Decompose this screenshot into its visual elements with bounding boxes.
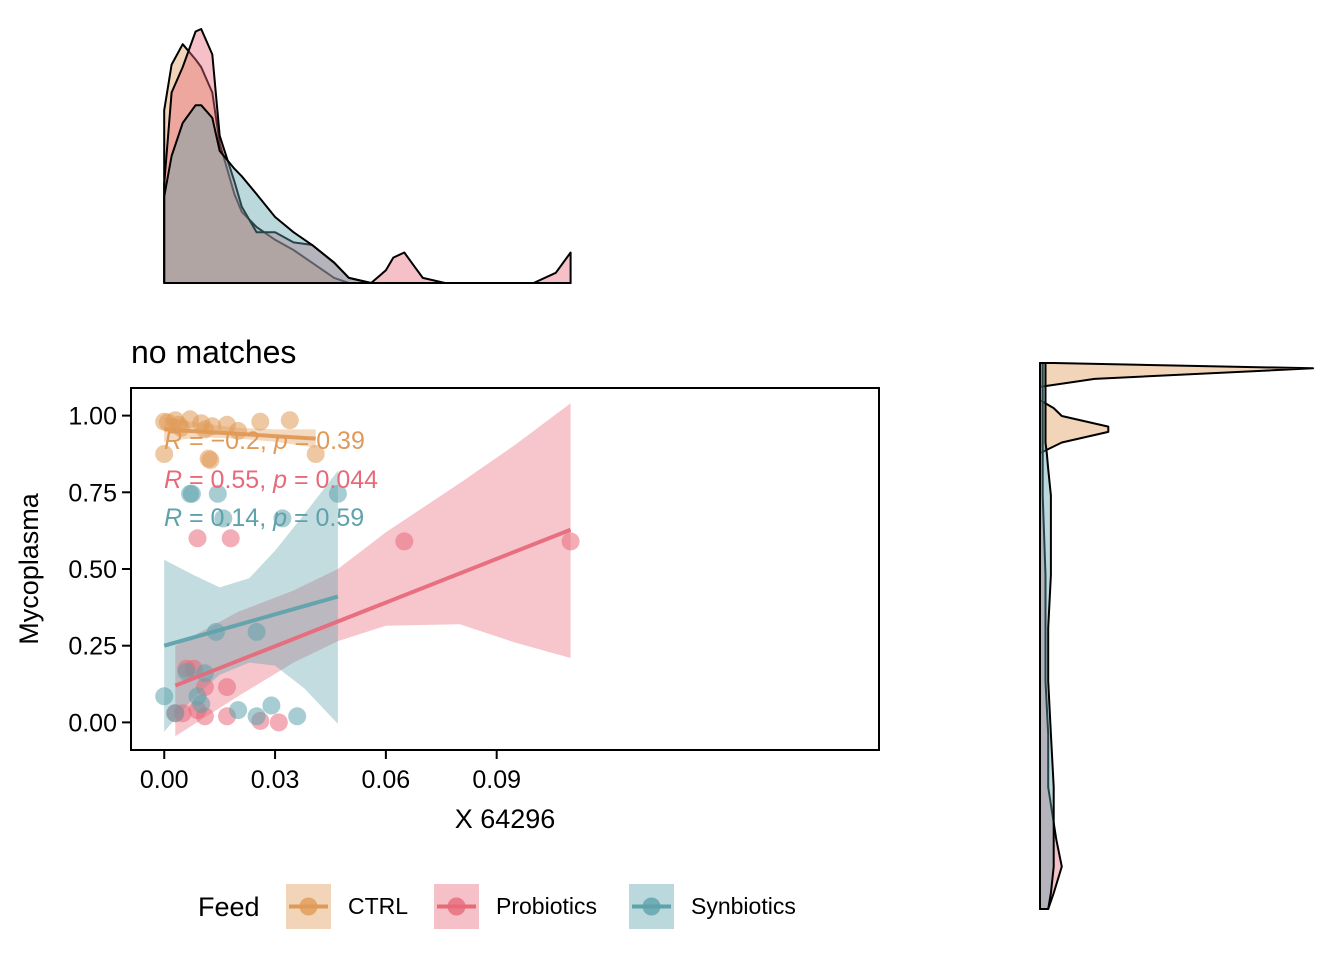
point-synbiotics-12 bbox=[192, 695, 211, 713]
point-synbiotics-13 bbox=[229, 701, 248, 720]
stat-label-probiotics: R = 0.55, p = 0.044 bbox=[164, 466, 378, 494]
y-axis-label: Mycoplasma bbox=[14, 492, 44, 645]
point-synbiotics-10 bbox=[155, 687, 174, 706]
point-ctrl-13 bbox=[306, 445, 325, 463]
y-density-synbiotics bbox=[1039, 362, 1055, 910]
point-ctrl-16 bbox=[201, 451, 220, 470]
y-tick-label-2: 0.50 bbox=[68, 556, 117, 584]
y-tick-label-3: 0.75 bbox=[68, 479, 117, 507]
x-tick-label-1: 0.03 bbox=[251, 766, 300, 794]
y-axis: 0.00 0.25 0.50 0.75 1.00 bbox=[68, 403, 131, 737]
point-ctrl-11 bbox=[251, 412, 270, 431]
point-probiotics-3 bbox=[561, 532, 580, 551]
point-synbiotics-4 bbox=[214, 509, 233, 528]
x-tick-label-2: 0.06 bbox=[362, 766, 411, 794]
x-axis: 0.00 0.03 0.06 0.09 bbox=[140, 750, 521, 794]
stat-label-synbiotics: R = 0.14, p = 0.59 bbox=[164, 504, 364, 532]
point-synbiotics-3 bbox=[328, 484, 347, 503]
main-plot: R = −0.2, p = 0.39 R = 0.55, p = 0.044 R =… bbox=[68, 387, 880, 794]
chart-title: no matches bbox=[131, 334, 296, 370]
point-probiotics-2 bbox=[395, 532, 414, 551]
legend-label-synbiotics: Synbiotics bbox=[691, 893, 796, 919]
legend-title: Feed bbox=[198, 892, 260, 922]
point-synbiotics-15 bbox=[247, 707, 266, 726]
x-axis-label: X 64296 bbox=[455, 804, 556, 834]
x-tick-label-3: 0.09 bbox=[472, 766, 521, 794]
correlation-labels: R = −0.2, p = 0.39 R = 0.55, p = 0.044 R =… bbox=[164, 427, 378, 532]
point-synbiotics-2 bbox=[208, 484, 227, 503]
y-density-ctrl bbox=[1039, 362, 1314, 910]
legend-key-point-synbiotics bbox=[642, 897, 661, 916]
fit-line-ctrl bbox=[164, 427, 316, 441]
legend-key-point-ctrl bbox=[299, 897, 318, 916]
legend: Feed CTRL Probiotics Synbiotics bbox=[198, 884, 796, 929]
point-synbiotics-14 bbox=[262, 696, 281, 715]
point-synbiotics-16 bbox=[288, 707, 307, 726]
top-density-panel bbox=[163, 28, 572, 284]
point-ctrl-14 bbox=[155, 445, 174, 463]
point-probiotics-0 bbox=[188, 529, 207, 548]
y-tick-label-1: 0.25 bbox=[68, 633, 117, 661]
stat-label-ctrl: R = −0.2, p = 0.39 bbox=[164, 427, 365, 455]
confidence-band-probiotics bbox=[175, 403, 571, 737]
point-probiotics-6 bbox=[218, 678, 236, 697]
x-density-synbiotics bbox=[163, 104, 572, 284]
right-density-panel bbox=[1039, 362, 1314, 910]
y-tick-label-4: 1.00 bbox=[68, 403, 117, 431]
point-synbiotics-8 bbox=[177, 662, 196, 681]
point-synbiotics-7 bbox=[247, 622, 266, 641]
point-synbiotics-17 bbox=[166, 704, 185, 723]
point-probiotics-13 bbox=[269, 713, 288, 732]
fit-line-synbiotics bbox=[163, 594, 339, 648]
fit-line-probiotics bbox=[174, 527, 572, 688]
point-synbiotics-1 bbox=[182, 484, 201, 503]
data-points bbox=[155, 410, 580, 732]
fit-lines bbox=[163, 427, 572, 688]
point-probiotics-1 bbox=[221, 529, 240, 548]
legend-label-ctrl: CTRL bbox=[348, 893, 408, 919]
point-ctrl-12 bbox=[280, 411, 299, 430]
y-density-probiotics bbox=[1039, 362, 1063, 910]
legend-label-probiotics: Probiotics bbox=[496, 893, 597, 919]
legend-key-point-probiotics bbox=[447, 897, 466, 916]
x-tick-label-0: 0.00 bbox=[140, 766, 189, 794]
point-synbiotics-5 bbox=[273, 509, 292, 528]
y-tick-label-0: 0.00 bbox=[68, 709, 117, 737]
